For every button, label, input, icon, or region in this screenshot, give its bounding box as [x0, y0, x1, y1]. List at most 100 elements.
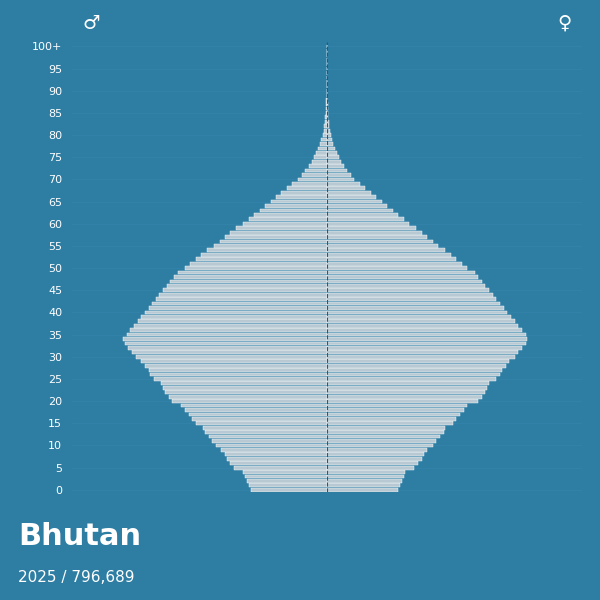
- Bar: [130, 328, 327, 332]
- Bar: [327, 337, 527, 341]
- Bar: [230, 461, 327, 465]
- Bar: [128, 346, 327, 350]
- Bar: [302, 173, 327, 177]
- Bar: [134, 324, 327, 328]
- Bar: [327, 399, 478, 403]
- Bar: [327, 421, 452, 425]
- Bar: [203, 426, 327, 430]
- Bar: [209, 434, 327, 439]
- Bar: [185, 266, 327, 270]
- Bar: [327, 239, 433, 244]
- Bar: [327, 151, 337, 155]
- Bar: [327, 137, 332, 142]
- Bar: [327, 430, 443, 434]
- Bar: [178, 271, 327, 274]
- Bar: [327, 434, 440, 439]
- Bar: [123, 337, 327, 341]
- Bar: [327, 377, 496, 381]
- Bar: [326, 111, 327, 115]
- Bar: [247, 479, 327, 483]
- Bar: [327, 204, 387, 208]
- Bar: [163, 386, 327, 389]
- Text: ♀: ♀: [557, 14, 572, 33]
- Bar: [327, 275, 478, 279]
- Bar: [254, 213, 327, 217]
- Bar: [326, 102, 327, 106]
- Bar: [327, 404, 467, 407]
- Bar: [327, 350, 518, 354]
- Bar: [287, 187, 327, 190]
- Bar: [327, 182, 360, 186]
- Bar: [149, 368, 327, 372]
- Bar: [327, 120, 329, 124]
- Bar: [327, 169, 347, 172]
- Bar: [161, 382, 327, 385]
- Bar: [243, 222, 327, 226]
- Bar: [327, 124, 329, 128]
- Bar: [196, 257, 327, 261]
- Bar: [132, 350, 327, 354]
- Bar: [327, 115, 328, 119]
- Bar: [276, 195, 327, 199]
- Bar: [181, 404, 327, 407]
- Bar: [327, 173, 350, 177]
- Bar: [316, 151, 327, 155]
- Bar: [149, 306, 327, 310]
- Bar: [327, 146, 335, 150]
- Bar: [327, 475, 404, 478]
- Bar: [212, 439, 327, 443]
- Bar: [141, 359, 327, 363]
- Bar: [327, 289, 489, 292]
- Bar: [327, 107, 328, 110]
- Bar: [327, 386, 487, 389]
- Bar: [327, 382, 489, 385]
- Bar: [314, 155, 327, 159]
- Text: ♂: ♂: [82, 14, 100, 33]
- Bar: [327, 391, 485, 394]
- Bar: [323, 129, 327, 133]
- Bar: [298, 178, 327, 181]
- Bar: [327, 461, 418, 465]
- Bar: [196, 421, 327, 425]
- Bar: [207, 248, 327, 252]
- Bar: [154, 377, 327, 381]
- Bar: [248, 484, 327, 487]
- Bar: [141, 315, 327, 319]
- Bar: [172, 399, 327, 403]
- Bar: [327, 479, 401, 483]
- Bar: [243, 470, 327, 474]
- Bar: [151, 373, 327, 376]
- Bar: [327, 253, 451, 257]
- Bar: [188, 413, 327, 416]
- Bar: [230, 231, 327, 235]
- Bar: [281, 191, 327, 194]
- Bar: [245, 475, 327, 478]
- Bar: [327, 319, 515, 323]
- Bar: [185, 408, 327, 412]
- Bar: [145, 311, 327, 314]
- Bar: [327, 408, 464, 412]
- Bar: [327, 226, 416, 230]
- Bar: [311, 160, 327, 164]
- Bar: [169, 395, 327, 398]
- Bar: [327, 466, 415, 469]
- Bar: [265, 204, 327, 208]
- Bar: [225, 235, 327, 239]
- Bar: [156, 297, 327, 301]
- Bar: [163, 289, 327, 292]
- Bar: [160, 293, 327, 296]
- Bar: [327, 311, 508, 314]
- Bar: [174, 275, 327, 279]
- Bar: [170, 280, 327, 283]
- Bar: [318, 146, 327, 150]
- Bar: [320, 142, 327, 146]
- Bar: [327, 195, 376, 199]
- Bar: [327, 413, 460, 416]
- Bar: [327, 142, 334, 146]
- Bar: [214, 244, 327, 248]
- Bar: [145, 364, 327, 368]
- Bar: [202, 253, 327, 257]
- Bar: [292, 182, 327, 186]
- Bar: [327, 346, 522, 350]
- Bar: [327, 368, 502, 372]
